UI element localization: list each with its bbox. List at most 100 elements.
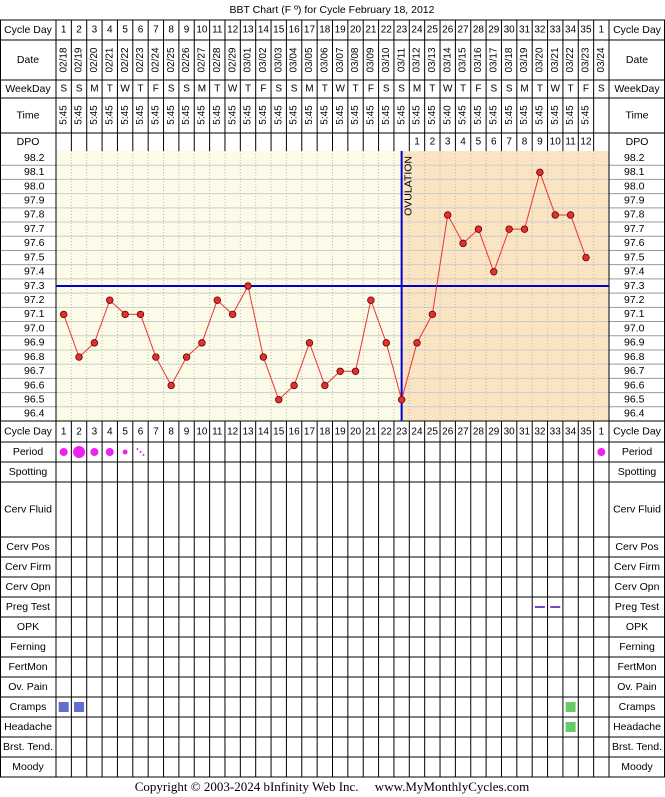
date: 03/12	[412, 47, 423, 72]
ovulation-label: OVULATION	[402, 156, 414, 216]
date: 02/28	[212, 47, 223, 72]
cycle-day: 4	[107, 427, 113, 438]
time: 5:45	[396, 105, 407, 125]
row-label: Time	[626, 109, 649, 121]
time: 5:45	[258, 105, 269, 125]
y-tick-label: 96.5	[24, 393, 45, 405]
time: 5:45	[197, 105, 208, 125]
weekday: S	[60, 84, 67, 95]
period-marker	[59, 448, 68, 456]
temperature-point	[305, 339, 314, 347]
temperature-point	[182, 353, 191, 361]
y-tick-label: 98.2	[624, 152, 645, 164]
date: 03/05	[304, 47, 315, 72]
cycle-day: 29	[488, 427, 500, 438]
row-label: WeekDay	[5, 83, 51, 95]
date: 03/18	[504, 47, 515, 72]
cycle-day: 21	[365, 427, 377, 438]
time: 5:45	[319, 105, 330, 125]
cycle-day: 7	[153, 25, 159, 36]
dpo: 9	[537, 137, 543, 148]
time: 5:45	[427, 105, 438, 125]
period-marker	[122, 449, 128, 455]
date: 02/23	[135, 47, 146, 72]
cycle-day: 31	[519, 427, 531, 438]
weekday: T	[568, 84, 574, 95]
date: 03/11	[396, 47, 407, 72]
temperature-point	[136, 310, 145, 319]
row-label: Preg Test	[6, 601, 50, 613]
y-tick-label: 96.6	[24, 379, 45, 391]
weekday: W	[120, 84, 130, 95]
date: 03/21	[550, 47, 561, 72]
cycle-day: 28	[473, 427, 485, 438]
cycle-day: 23	[396, 25, 408, 36]
date: 03/15	[458, 47, 469, 72]
row-label: Spotting	[618, 466, 657, 478]
cycle-day: 3	[92, 427, 98, 438]
cycle-day: 14	[258, 427, 270, 438]
cycle-day: 33	[550, 427, 562, 438]
y-tick-label: 97.4	[24, 266, 45, 278]
date: 03/04	[289, 47, 300, 72]
temperature-point	[59, 310, 68, 319]
temperature-point	[566, 211, 575, 219]
row-label: Preg Test	[615, 601, 659, 613]
time: 5:45	[535, 105, 546, 125]
temperature-point	[413, 339, 421, 347]
row-label: Cycle Day	[613, 425, 662, 437]
y-tick-label: 97.2	[624, 294, 645, 306]
weekday: F	[368, 84, 374, 95]
time: 5:45	[473, 105, 484, 125]
row-label: Cerv Opn	[615, 581, 660, 593]
date: 02/21	[104, 47, 115, 72]
dpo: 12	[580, 137, 592, 148]
cycle-day: 20	[350, 25, 362, 36]
weekday: S	[168, 84, 175, 95]
temperature-point	[382, 339, 390, 347]
date: 02/20	[89, 47, 100, 72]
time: 5:45	[289, 105, 300, 125]
date: 03/22	[565, 47, 576, 72]
cycle-day: 9	[184, 427, 190, 438]
cycle-day: 27	[458, 25, 470, 36]
date: 03/13	[427, 47, 438, 72]
cramps-marker	[58, 702, 69, 712]
date: 02/29	[227, 47, 238, 72]
spotting-dot	[142, 454, 145, 456]
date: 03/10	[381, 47, 392, 72]
time: 5:45	[335, 105, 346, 125]
cycle-day: 24	[411, 427, 423, 438]
time: 5:45	[58, 105, 69, 125]
weekday: F	[583, 84, 589, 95]
dpo: 7	[506, 137, 512, 148]
temperature-point	[505, 225, 513, 233]
cycle-day: 26	[442, 427, 454, 438]
row-label: Moody	[12, 761, 44, 773]
temperature-point	[536, 168, 544, 177]
time: 5:45	[212, 105, 223, 125]
weekday: W	[228, 84, 238, 95]
y-tick-label: 96.4	[624, 408, 645, 420]
date: 03/17	[488, 47, 499, 72]
row-label: DPO	[626, 136, 649, 148]
cycle-day: 13	[242, 427, 254, 438]
cycle-day: 22	[381, 427, 393, 438]
time: 5:45	[581, 105, 592, 125]
date: 02/24	[150, 47, 161, 72]
row-label: Cramps	[10, 701, 47, 713]
cycle-day: 16	[289, 427, 301, 438]
date: 03/07	[335, 47, 346, 72]
cycle-day: 30	[504, 25, 516, 36]
dpo: 2	[430, 137, 436, 148]
chart-title: BBT Chart (F º) for Cycle February 18, 2…	[230, 4, 435, 16]
temperature-point	[459, 239, 467, 248]
temperature-point	[213, 296, 221, 304]
time: 5:45	[550, 105, 561, 125]
temperature-point	[351, 367, 360, 375]
dpo: 1	[414, 137, 420, 148]
temperature-point	[582, 253, 590, 262]
row-label: Cerv Pos	[615, 541, 658, 553]
y-tick-label: 97.9	[24, 195, 45, 207]
temperature-point	[275, 395, 283, 404]
